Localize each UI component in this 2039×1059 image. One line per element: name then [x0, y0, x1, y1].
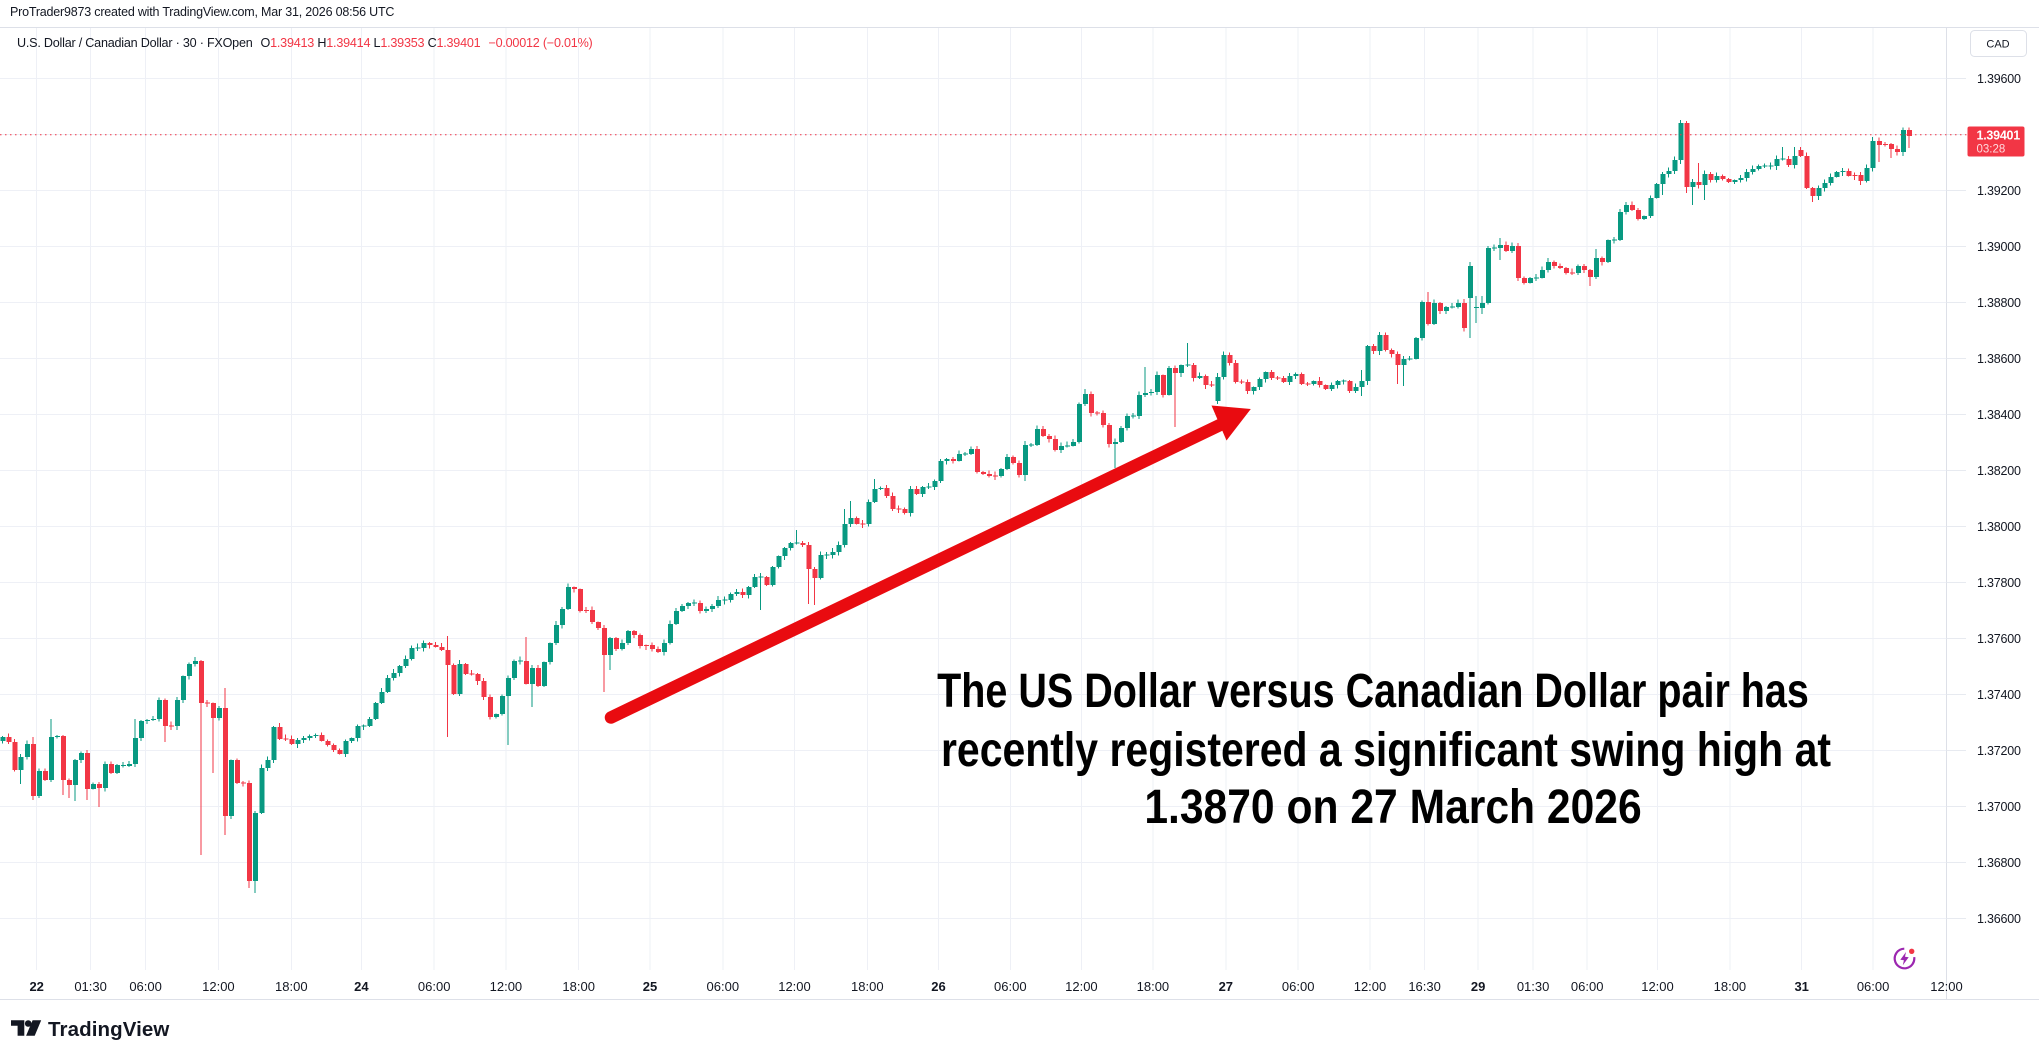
svg-text:06:00: 06:00 — [1571, 979, 1604, 994]
svg-text:27: 27 — [1219, 979, 1233, 994]
svg-text:06:00: 06:00 — [707, 979, 740, 994]
svg-text:1.37000: 1.37000 — [1977, 800, 2021, 814]
svg-text:18:00: 18:00 — [851, 979, 884, 994]
svg-text:1.39000: 1.39000 — [1977, 240, 2021, 254]
svg-text:29: 29 — [1471, 979, 1485, 994]
svg-text:06:00: 06:00 — [418, 979, 451, 994]
svg-text:12:00: 12:00 — [1354, 979, 1387, 994]
svg-text:1.37800: 1.37800 — [1977, 576, 2021, 590]
svg-text:18:00: 18:00 — [1714, 979, 1747, 994]
svg-text:22: 22 — [29, 979, 43, 994]
svg-text:18:00: 18:00 — [275, 979, 308, 994]
svg-text:1.38600: 1.38600 — [1977, 352, 2021, 366]
svg-text:26: 26 — [931, 979, 945, 994]
svg-text:16:30: 16:30 — [1408, 979, 1441, 994]
svg-text:12:00: 12:00 — [202, 979, 235, 994]
svg-text:06:00: 06:00 — [1857, 979, 1890, 994]
svg-text:1.38000: 1.38000 — [1977, 520, 2021, 534]
svg-text:24: 24 — [354, 979, 369, 994]
svg-text:1.39200: 1.39200 — [1977, 184, 2021, 198]
svg-text:1.39401: 1.39401 — [1977, 129, 2021, 143]
svg-text:06:00: 06:00 — [994, 979, 1027, 994]
svg-text:01:30: 01:30 — [74, 979, 107, 994]
svg-text:25: 25 — [643, 979, 657, 994]
svg-text:1.38400: 1.38400 — [1977, 408, 2021, 422]
svg-text:31: 31 — [1794, 979, 1808, 994]
svg-text:1.37400: 1.37400 — [1977, 688, 2021, 702]
svg-text:1.37200: 1.37200 — [1977, 744, 2021, 758]
svg-text:12:00: 12:00 — [1930, 979, 1963, 994]
svg-text:1.39600: 1.39600 — [1977, 72, 2021, 86]
svg-text:01:30: 01:30 — [1517, 979, 1550, 994]
svg-text:1.37600: 1.37600 — [1977, 632, 2021, 646]
svg-text:TradingView: TradingView — [48, 1018, 169, 1041]
svg-text:03:28: 03:28 — [1977, 144, 2006, 156]
svg-text:18:00: 18:00 — [1137, 979, 1170, 994]
svg-text:CAD: CAD — [1986, 39, 2009, 51]
svg-text:18:00: 18:00 — [562, 979, 595, 994]
svg-text:12:00: 12:00 — [490, 979, 523, 994]
svg-text:06:00: 06:00 — [1282, 979, 1315, 994]
svg-text:1.36800: 1.36800 — [1977, 856, 2021, 870]
svg-text:1.36600: 1.36600 — [1977, 912, 2021, 926]
svg-text:12:00: 12:00 — [778, 979, 811, 994]
svg-text:12:00: 12:00 — [1641, 979, 1674, 994]
svg-text:1.38200: 1.38200 — [1977, 464, 2021, 478]
svg-text:12:00: 12:00 — [1065, 979, 1098, 994]
svg-text:1.38800: 1.38800 — [1977, 296, 2021, 310]
svg-text:06:00: 06:00 — [129, 979, 162, 994]
